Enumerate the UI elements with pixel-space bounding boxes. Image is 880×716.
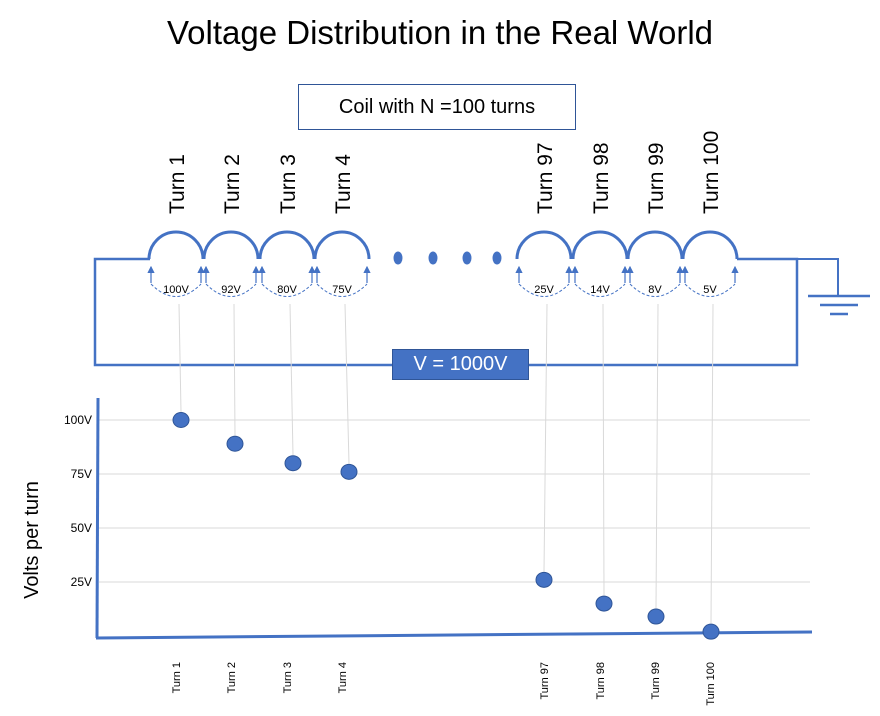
coil-dot [428, 251, 438, 265]
coil-dot [393, 251, 403, 265]
leader-line [178, 303, 182, 413]
turn-4: 75V Turn 4 [313, 154, 371, 464]
turn-label: Turn 2 [221, 154, 244, 214]
turn-voltage-label: 80V [277, 284, 297, 296]
voltage-arrow [684, 283, 736, 297]
x-tick-label: Turn 97 [539, 662, 551, 700]
voltage-arrow [261, 283, 313, 297]
coil-label: Coil with N =100 turns [338, 95, 536, 118]
data-point [284, 455, 302, 472]
voltage-arrow [205, 283, 257, 297]
turn-voltage-label: 100V [163, 284, 189, 296]
turn-label: Turn 100 [700, 131, 723, 214]
source-voltage-label: V = 1000V [413, 353, 508, 375]
ground-icon [808, 294, 870, 316]
turn-1: 100V Turn 1 [147, 154, 205, 413]
coil-loop [202, 230, 260, 260]
circuit-wire-left [93, 257, 392, 367]
turn-2: 92V Turn 2 [202, 154, 260, 436]
y-tick-label: 50V [71, 521, 92, 535]
coil-loop [626, 230, 684, 260]
data-point [226, 435, 244, 452]
source-voltage-badge: V = 1000V [392, 349, 529, 380]
data-point [647, 608, 665, 625]
x-tick-label: Turn 4 [337, 662, 349, 693]
data-point [172, 412, 190, 428]
y-tick-label: 75V [71, 467, 92, 481]
x-tick-label: Turn 98 [595, 662, 607, 700]
voltage-arrow [316, 283, 368, 297]
coil-label-box: Coil with N =100 turns [298, 84, 576, 130]
turn-voltage-label: 75V [332, 284, 352, 296]
coil-dot [462, 251, 472, 265]
x-tick-label: Turn 1 [171, 662, 183, 693]
leader-line [233, 303, 236, 436]
x-tick-label: Turn 3 [282, 662, 294, 693]
leader-line [543, 303, 548, 572]
coil [147, 230, 739, 260]
voltage-arrow [574, 283, 626, 297]
voltage-arrow [629, 283, 681, 297]
turn-7: 8V Turn 99 [626, 142, 684, 609]
data-point [340, 463, 358, 480]
turn-voltage-label: 25V [534, 284, 554, 296]
x-tick-label: Turn 2 [226, 662, 238, 693]
coil-loop [515, 230, 573, 260]
voltage-arrow [518, 283, 570, 297]
diagram-title: Voltage Distribution in the Real World [166, 14, 713, 51]
turn-label: Turn 3 [277, 154, 300, 214]
turn-label: Turn 1 [166, 154, 189, 214]
turn-label: Turn 98 [590, 142, 613, 214]
y-axis-title: Volts per turn [21, 481, 43, 599]
turn-marks: 100V Turn 1 92V Turn 2 80V Turn 3 75V Turn 4 25V… [147, 131, 739, 624]
turn-voltage-label: 5V [703, 284, 717, 296]
leader-line [289, 303, 294, 456]
turn-label: Turn 99 [645, 142, 668, 214]
ground-lead [797, 258, 839, 296]
leader-line [602, 303, 605, 596]
turn-voltage-label: 8V [648, 284, 662, 296]
x-tick-label: Turn 100 [705, 662, 717, 706]
turn-5: 25V Turn 97 [515, 142, 573, 572]
turn-8: 5V Turn 100 [681, 131, 739, 624]
circuit [93, 257, 839, 367]
gridlines: 25V 50V 75V 100V [64, 413, 810, 589]
voltage-arrow [150, 283, 202, 297]
coil-loop [571, 230, 629, 260]
y-axis [95, 397, 100, 639]
x-axis [95, 630, 813, 640]
leader-line [655, 303, 659, 609]
ellipsis-dots [393, 251, 502, 265]
data-point [702, 623, 720, 640]
x-tick-label: Turn 99 [650, 662, 662, 700]
coil-loop [313, 230, 371, 260]
turn-label: Turn 4 [332, 154, 355, 214]
leader-line [710, 303, 714, 624]
coil-loop [147, 230, 205, 260]
turn-label: Turn 97 [534, 142, 557, 214]
data-points: Turn 1 Turn 2 Turn 3 Turn 4 Turn 97 Turn 98 Tu… [171, 412, 720, 706]
turn-3: 80V Turn 3 [258, 154, 316, 456]
coil-loop [258, 230, 316, 260]
data-point [595, 595, 613, 612]
turn-6: 14V Turn 98 [571, 142, 629, 596]
turn-voltage-label: 92V [221, 284, 241, 296]
circuit-wire-right [529, 257, 799, 367]
turn-voltage-label: 14V [590, 284, 610, 296]
leader-line [344, 303, 350, 464]
coil-loop [681, 230, 739, 260]
y-tick-label: 25V [71, 575, 92, 589]
data-point [535, 571, 553, 588]
y-tick-label: 100V [64, 413, 92, 427]
coil-dot [492, 251, 502, 265]
